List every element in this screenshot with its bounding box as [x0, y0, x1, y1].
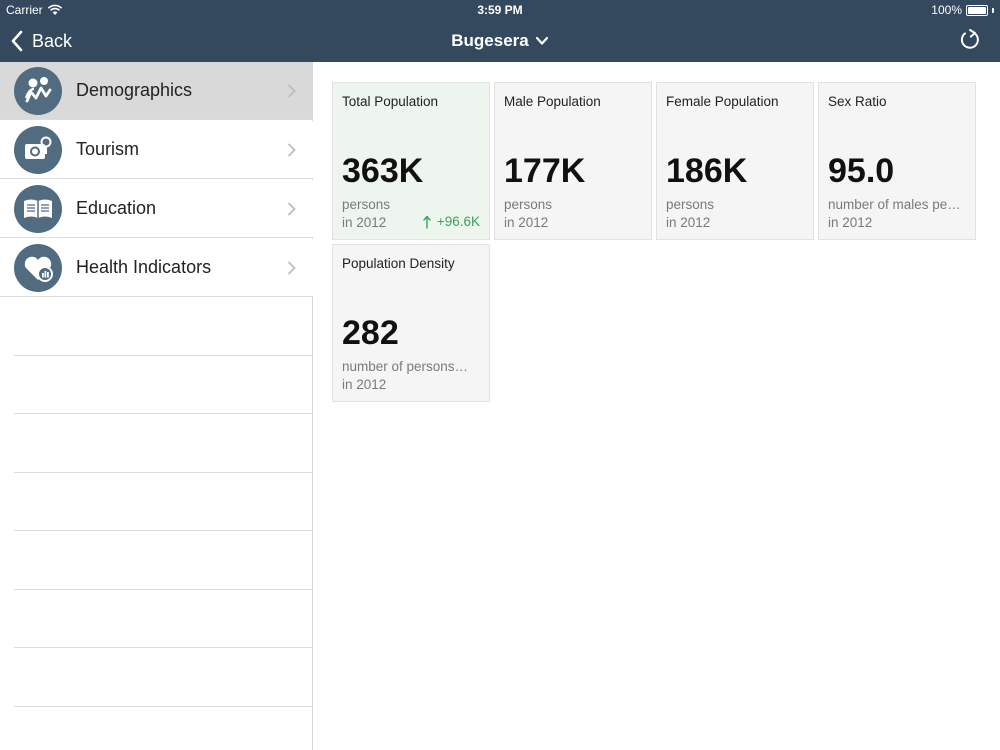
chevron-right-icon [288, 202, 296, 215]
region-title-container: Bugesera [0, 28, 1000, 54]
card-year: in 2012 [342, 215, 387, 230]
back-label: Back [32, 30, 73, 51]
arrow-up-icon [423, 215, 431, 229]
card-title: Male Population [504, 94, 601, 109]
clock: 3:59 PM [477, 3, 523, 17]
sidebar-item-label: Demographics [76, 80, 193, 100]
card-year: in 2012 [342, 377, 387, 392]
sidebar-item-health-indicators[interactable]: Health Indicators [0, 239, 313, 297]
wifi-icon [47, 4, 62, 15]
sidebar: Demographics Tourism [0, 62, 313, 750]
back-button[interactable]: Back [10, 28, 72, 54]
card-change: +96.6K [423, 214, 480, 229]
chevron-left-icon [11, 30, 23, 52]
carrier-label: Carrier [6, 3, 43, 17]
empty-row-divider [14, 355, 313, 356]
book-icon [14, 184, 62, 233]
battery-status: 100% [931, 3, 994, 17]
sidebar-item-label: Health Indicators [76, 257, 212, 277]
sidebar-item-demographics[interactable]: Demographics [0, 62, 313, 120]
battery-percent: 100% [931, 3, 962, 17]
card-unit: persons [504, 197, 553, 212]
region-selector[interactable]: Bugesera [451, 31, 548, 51]
card-title: Sex Ratio [828, 94, 887, 109]
card-unit: persons [666, 197, 715, 212]
chevron-right-icon [288, 143, 296, 156]
empty-row-divider [14, 530, 313, 531]
card-sex-ratio[interactable]: Sex Ratio 95.0 number of males pe… in 20… [818, 82, 976, 240]
empty-row-divider [14, 413, 313, 414]
card-female-population[interactable]: Female Population 186K persons in 2012 [656, 82, 814, 240]
card-unit: persons [342, 197, 391, 212]
card-value: 282 [342, 314, 399, 352]
sidebar-item-tourism[interactable]: Tourism [0, 121, 313, 179]
card-value: 186K [666, 152, 748, 190]
card-total-population[interactable]: Total Population 363K persons in 2012 +9… [332, 82, 490, 240]
battery-level [968, 6, 986, 14]
health-heart-icon [14, 243, 62, 292]
refresh-icon[interactable] [958, 28, 982, 52]
card-title: Total Population [342, 94, 439, 109]
card-year: in 2012 [666, 215, 711, 230]
battery-tip [992, 7, 994, 13]
card-title: Population Density [342, 256, 455, 271]
card-year: in 2012 [504, 215, 549, 230]
region-title: Bugesera [451, 31, 529, 50]
card-male-population[interactable]: Male Population 177K persons in 2012 [494, 82, 652, 240]
card-unit: number of persons… [342, 359, 469, 374]
chevron-right-icon [288, 261, 296, 274]
card-value: 363K [342, 152, 424, 190]
empty-row-divider [14, 706, 313, 707]
empty-row-divider [14, 589, 313, 590]
sidebar-item-education[interactable]: Education [0, 180, 313, 238]
battery-icon [966, 4, 988, 16]
empty-row-divider [14, 472, 313, 473]
card-value: 95.0 [828, 152, 895, 190]
sidebar-item-label: Education [76, 198, 157, 218]
card-change-value: +96.6K [436, 214, 480, 229]
demographics-icon [14, 66, 62, 115]
chevron-right-icon [288, 84, 296, 97]
indicator-grid: Total Population 363K persons in 2012 +9… [314, 62, 1000, 750]
carrier-status: Carrier [6, 3, 63, 17]
camera-icon [14, 125, 62, 174]
card-title: Female Population [666, 94, 779, 109]
card-unit: number of males pe… [828, 197, 961, 212]
navigation-header: Carrier 3:59 PM 100% Back Bugesera [0, 0, 1000, 62]
empty-row-divider [14, 647, 313, 648]
sidebar-item-label: Tourism [76, 139, 140, 159]
chevron-down-icon [535, 36, 548, 45]
card-value: 177K [504, 152, 586, 190]
card-year: in 2012 [828, 215, 873, 230]
card-population-density[interactable]: Population Density 282 number of persons… [332, 244, 490, 402]
